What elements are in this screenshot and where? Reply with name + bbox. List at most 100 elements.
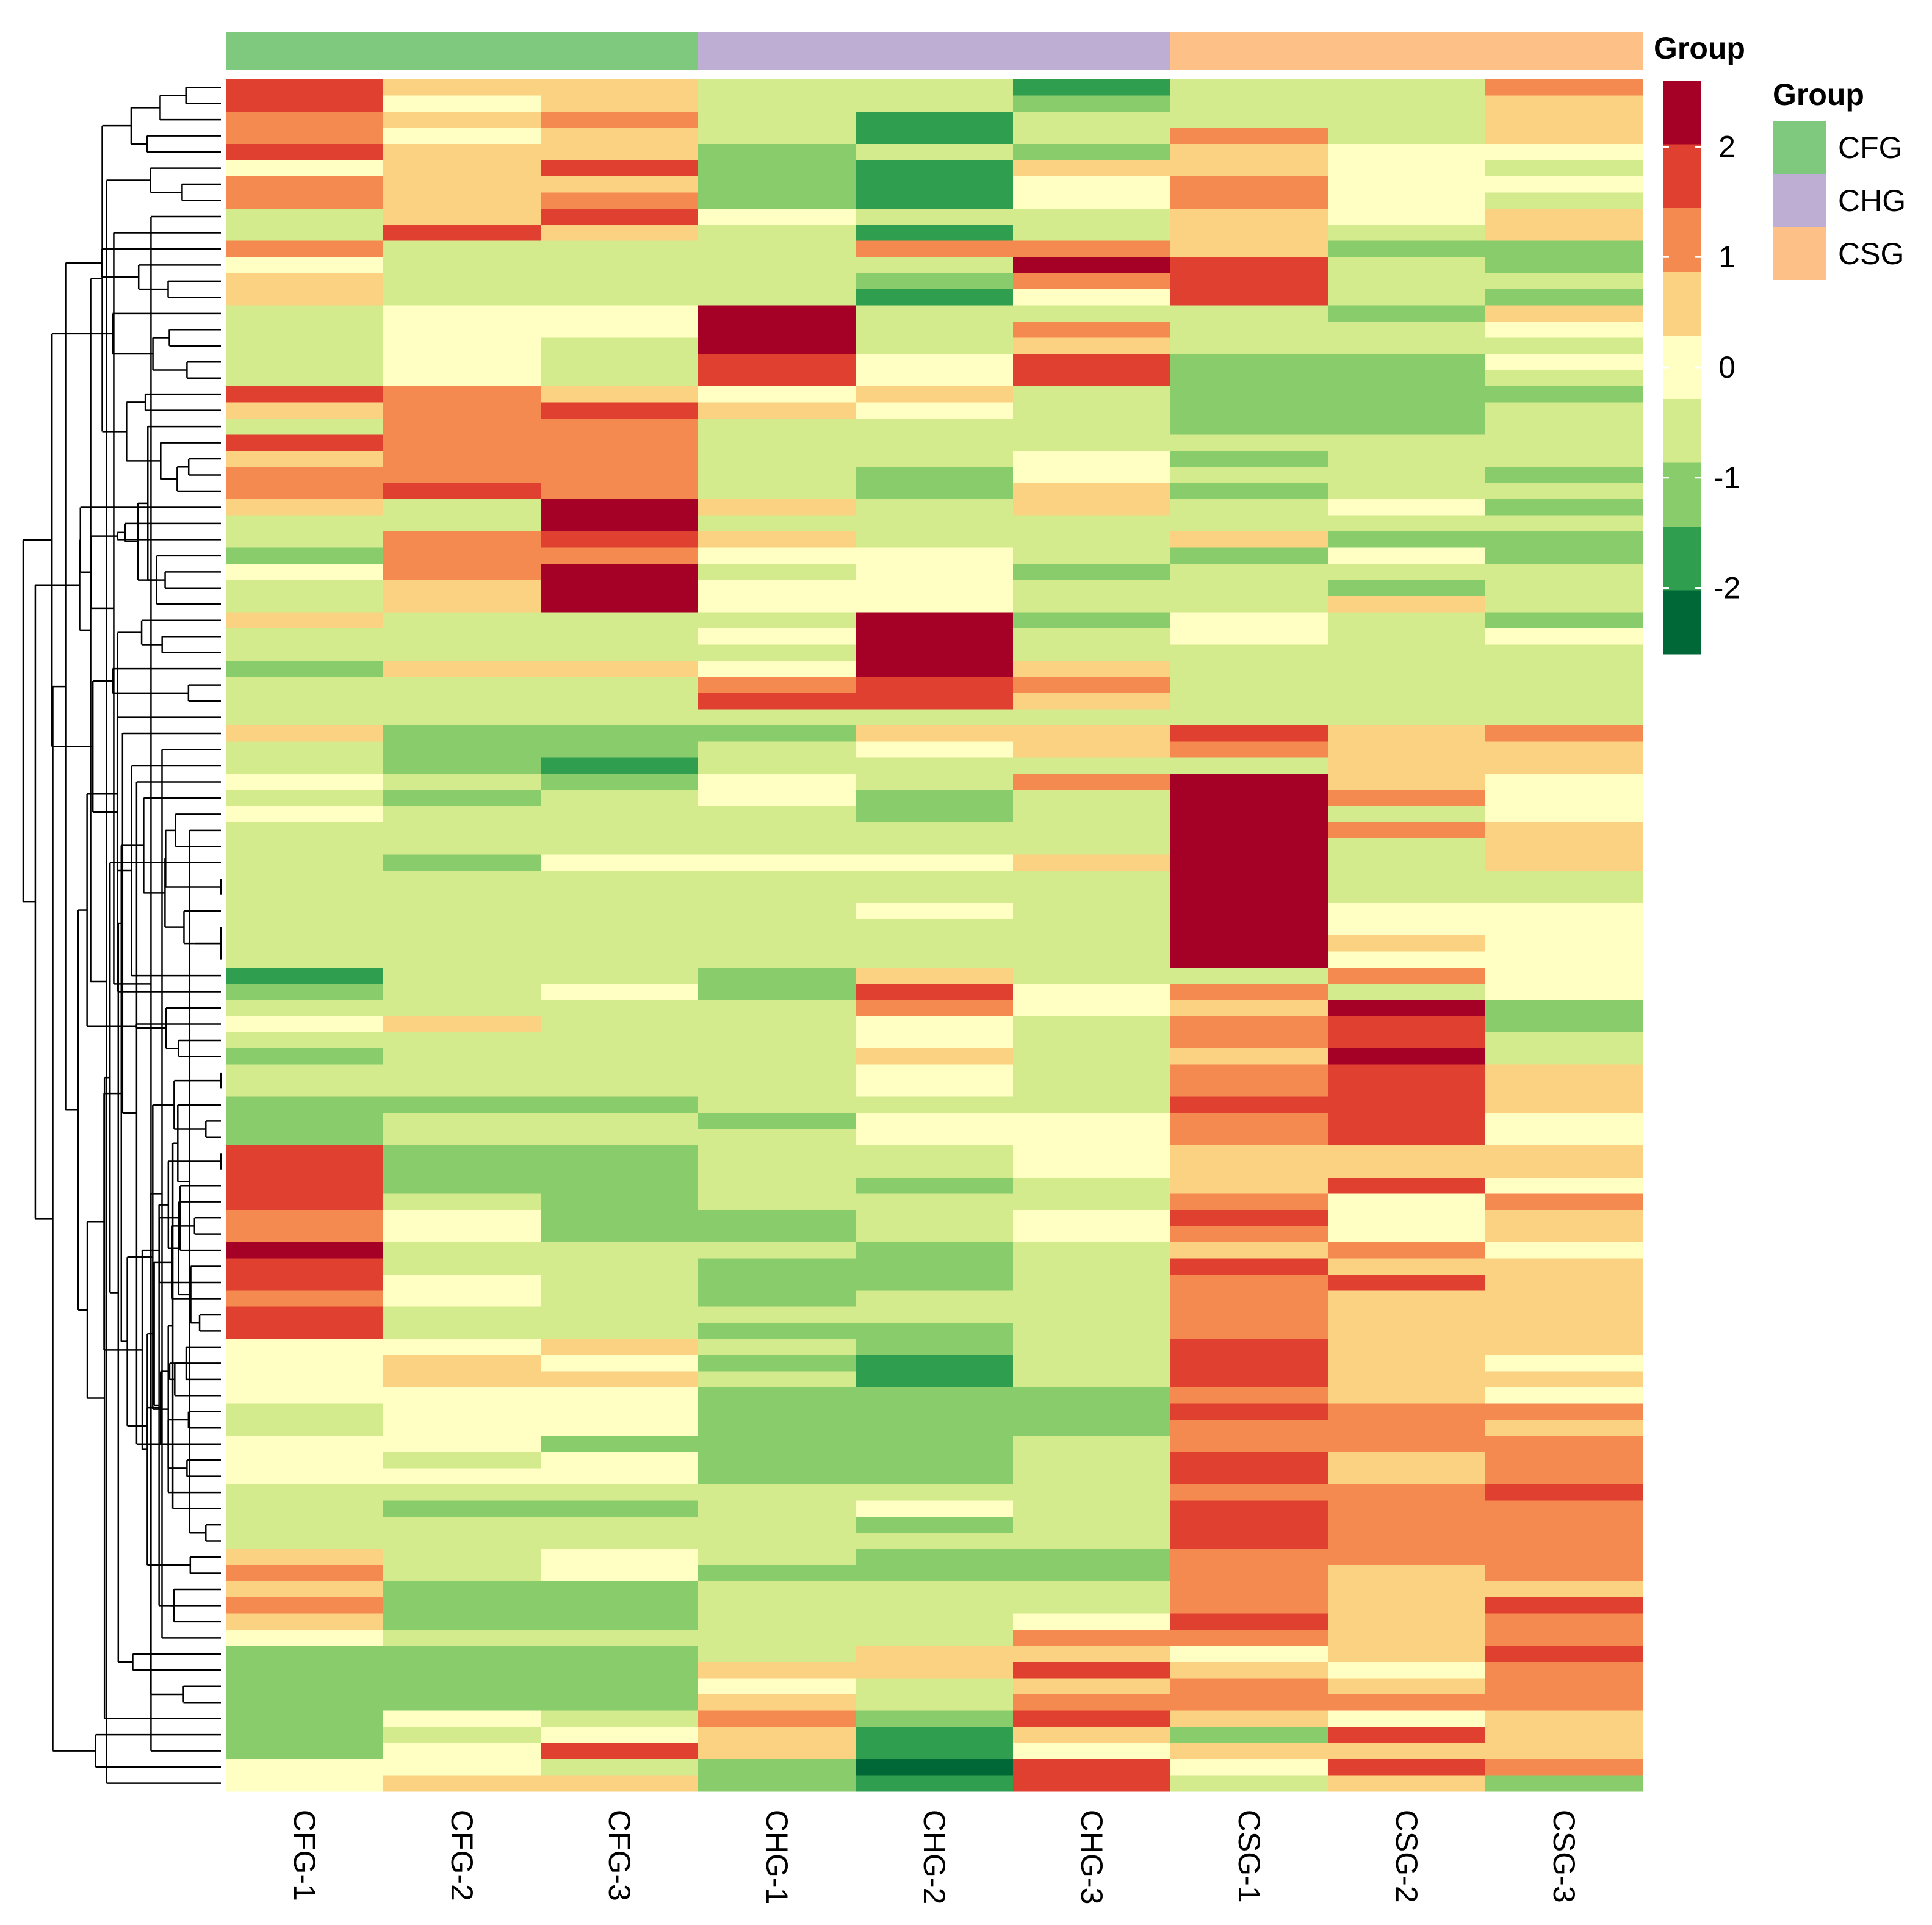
heatmap-cell [1013,580,1170,597]
heatmap-cell [1013,1016,1170,1033]
heatmap-cell [383,418,541,435]
heatmap-cell [383,1516,541,1533]
heatmap-cell [1170,273,1328,290]
heatmap-cell [1170,935,1328,952]
heatmap-cell [698,273,856,290]
color-scale-bin [1663,144,1701,209]
heatmap-cell [1170,838,1328,855]
heatmap-cell [856,143,1013,160]
heatmap-cell [1170,176,1328,193]
heatmap-cell [226,871,383,888]
heatmap-cell [698,128,856,145]
heatmap-cell [226,467,383,484]
heatmap-cell [1013,1758,1170,1776]
heatmap-cell [383,1161,541,1178]
heatmap-cell [856,1032,1013,1049]
heatmap-cell [698,806,856,823]
heatmap-cell [1013,741,1170,758]
heatmap-cell [1328,240,1485,257]
heatmap-cell [1013,1306,1170,1323]
heatmap-cell [856,1420,1013,1437]
heatmap-cell [856,225,1013,242]
heatmap-cell [226,1726,383,1744]
heatmap-cell [1170,1339,1328,1356]
heatmap-cell [1485,693,1643,710]
annotation-cell-chg [1013,32,1171,70]
heatmap-cell [1013,1436,1170,1453]
heatmap-cell [1170,1064,1328,1081]
heatmap-cell [1328,677,1485,694]
heatmap-cell [383,337,541,354]
heatmap-cell [1170,1161,1328,1178]
heatmap-cell [698,1743,856,1760]
heatmap-cell [541,1016,698,1033]
heatmap-cell [541,1323,698,1340]
heatmap-cell [1170,418,1328,435]
heatmap-cell [226,838,383,855]
heatmap-cell [856,660,1013,677]
heatmap-cell [1328,418,1485,435]
heatmap-cell [1013,337,1170,354]
heatmap-cell [1485,1500,1643,1517]
heatmap-cell [541,467,698,484]
heatmap-cell [1170,1646,1328,1663]
heatmap-cell [1485,322,1643,339]
heatmap-cell [698,1355,856,1372]
heatmap-cells [226,79,1643,1792]
annotation-cell-cfg [383,32,541,70]
heatmap-cell [1170,564,1328,581]
heatmap-cell [226,143,383,160]
heatmap-cell [698,79,856,96]
heatmap-cell [1328,1468,1485,1485]
heatmap-cell [1170,1403,1328,1420]
heatmap-cell [383,822,541,839]
heatmap-cell [1485,1306,1643,1323]
heatmap-cell [698,1016,856,1033]
heatmap-cell [226,1306,383,1323]
heatmap-cell [1328,128,1485,145]
heatmap-cell [856,257,1013,274]
heatmap-cell [1170,353,1328,371]
heatmap-cell [1170,95,1328,112]
heatmap-cell [1170,370,1328,387]
heatmap-cell [226,1468,383,1485]
heatmap-cell [1328,257,1485,274]
heatmap-cell [1013,1339,1170,1356]
heatmap-cell [1013,935,1170,952]
heatmap-cell [1013,128,1170,145]
heatmap-cell [1170,515,1328,532]
heatmap-cell [1013,1468,1170,1485]
heatmap-cell [698,418,856,435]
heatmap-cell [541,547,698,564]
heatmap-cell [383,757,541,774]
heatmap-cell [698,1758,856,1776]
heatmap-cell [226,951,383,968]
heatmap-cell [1328,1209,1485,1226]
heatmap-cell [383,225,541,242]
heatmap-cell [1170,111,1328,129]
heatmap-cell [698,580,856,597]
heatmap-cell [1485,1403,1643,1420]
heatmap-cell [541,677,698,694]
heatmap-cell [1485,628,1643,646]
heatmap-cell [1170,128,1328,145]
heatmap-cell [1485,1533,1643,1550]
heatmap-cell [1485,871,1643,888]
heatmap-cell [1170,709,1328,726]
heatmap-cell [383,353,541,371]
heatmap-cell [1170,757,1328,774]
annotation-cell-csg [1170,32,1328,70]
heatmap-cell [383,289,541,306]
heatmap-cell [383,1113,541,1130]
heatmap-cell [1485,725,1643,742]
heatmap-cell [698,95,856,112]
heatmap-cell [1013,143,1170,160]
heatmap-cell [1328,725,1485,742]
heatmap-cell [541,1436,698,1453]
heatmap-cell [541,1064,698,1081]
heatmap-cell [383,192,541,209]
heatmap-cell [856,677,1013,694]
heatmap-cell [1485,709,1643,726]
heatmap-cell [856,499,1013,516]
